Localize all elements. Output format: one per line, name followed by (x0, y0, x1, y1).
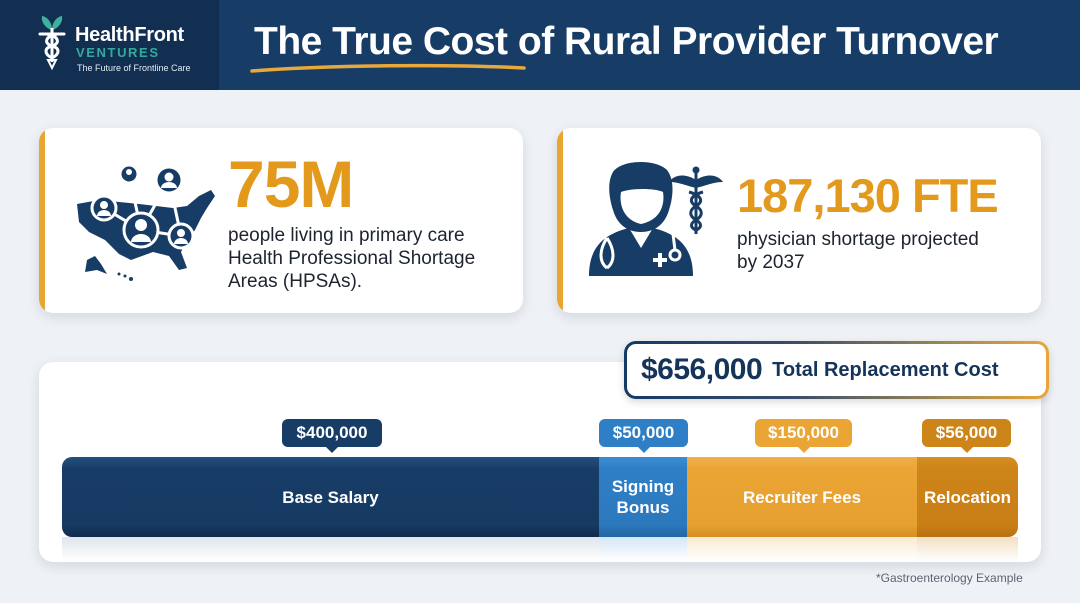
brand-name: HealthFront (75, 24, 184, 46)
value-label-relocation: $56,000 (922, 419, 1011, 453)
stat-value: 187,130 FTE (737, 169, 999, 222)
leaf-caduceus-icon (38, 16, 66, 70)
value-label-signing-bonus: $50,000 (599, 419, 688, 453)
brand-tagline: The Future of Frontline Care (77, 63, 191, 73)
bar-segment-recruiter-fees: Recruiter Fees (687, 457, 917, 537)
title-underline-swoosh (250, 63, 526, 73)
footnote: *Gastroenterology Example (876, 571, 1023, 585)
bar-reflection (62, 537, 599, 561)
bar-reflection (599, 537, 687, 561)
header-banner: HealthFront VENTURES The Future of Front… (0, 0, 1080, 90)
stat-description: physician shortage projected by 2037 (737, 229, 979, 273)
stat-description: people living in primary care Health Pro… (228, 225, 476, 292)
bar-segment-base-salary: Base Salary (62, 457, 599, 537)
stat-card-physician-shortage: 187,130 FTE physician shortage projected… (557, 128, 1041, 313)
total-replacement-cost-badge: $656,000 Total Replacement Cost (624, 341, 1049, 399)
total-label: Total Replacement Cost (772, 358, 999, 381)
bar-reflection (917, 537, 1018, 561)
card-accent-bar (557, 128, 563, 313)
bar-reflection (687, 537, 917, 561)
brand-block: HealthFront VENTURES The Future of Front… (0, 0, 219, 90)
total-amount: $656,000 (641, 353, 763, 386)
bar-segment-signing-bonus: Signing Bonus (599, 457, 687, 537)
brand-subtitle: VENTURES (76, 45, 160, 60)
us-map-network-icon (77, 163, 215, 281)
stat-card-hpsa: 75M people living in primary care Health… (39, 128, 523, 313)
value-label-recruiter-fees: $150,000 (755, 419, 852, 453)
doctor-caduceus-icon (589, 161, 723, 276)
card-accent-bar (39, 128, 45, 313)
bar-segment-relocation: Relocation (917, 457, 1018, 537)
stat-value: 75M (228, 147, 354, 221)
page-title: The True Cost of Rural Provider Turnover (254, 20, 999, 63)
value-label-base-salary: $400,000 (282, 419, 382, 453)
